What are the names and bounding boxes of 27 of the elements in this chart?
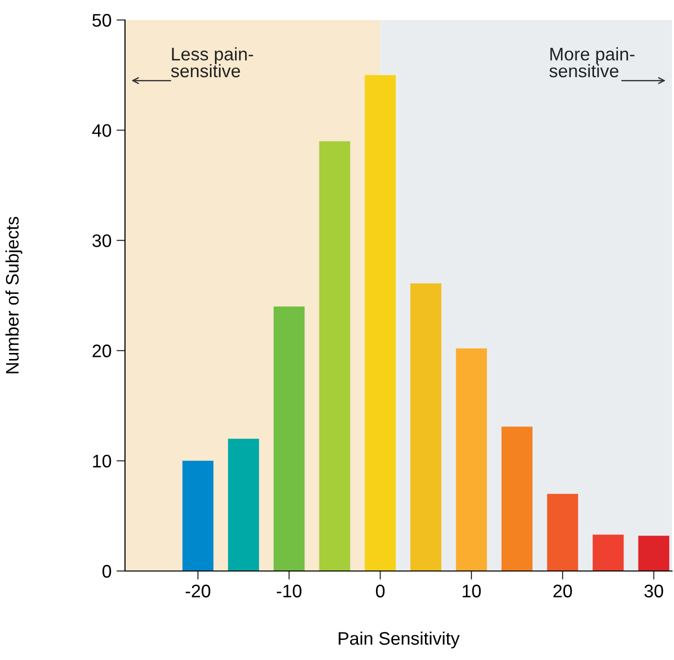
y-tick-label: 40: [92, 124, 112, 137]
x-tick-label: -10: [276, 584, 302, 598]
bar: [182, 460, 214, 571]
y-tick-label: 20: [92, 344, 112, 358]
y-tick-label: 10: [93, 454, 112, 468]
bar: [592, 534, 624, 571]
y-axis-title: Number of Subjects: [5, 216, 22, 374]
y-tick-label: 0: [102, 564, 112, 578]
x-tick-label: -20: [186, 584, 210, 598]
bar: [410, 283, 442, 571]
bar: [364, 75, 396, 571]
x-tick-label: 10: [462, 584, 481, 598]
bar: [228, 438, 260, 571]
bar: [638, 536, 670, 571]
x-tick-label: 0: [376, 584, 385, 598]
band-label: More pain- sensitive: [549, 47, 634, 78]
band-label: Less pain- sensitive: [171, 47, 254, 78]
bar: [502, 426, 533, 571]
y-tick-label: 50: [92, 14, 112, 27]
bar: [547, 494, 578, 571]
bar: [456, 348, 487, 571]
y-tick-label: 30: [92, 234, 112, 248]
x-tick-label: 30: [644, 584, 664, 598]
x-tick-label: 20: [553, 584, 572, 598]
bar: [319, 141, 350, 571]
x-axis-title: Pain Sensitivity: [338, 632, 460, 648]
bar: [274, 306, 305, 571]
